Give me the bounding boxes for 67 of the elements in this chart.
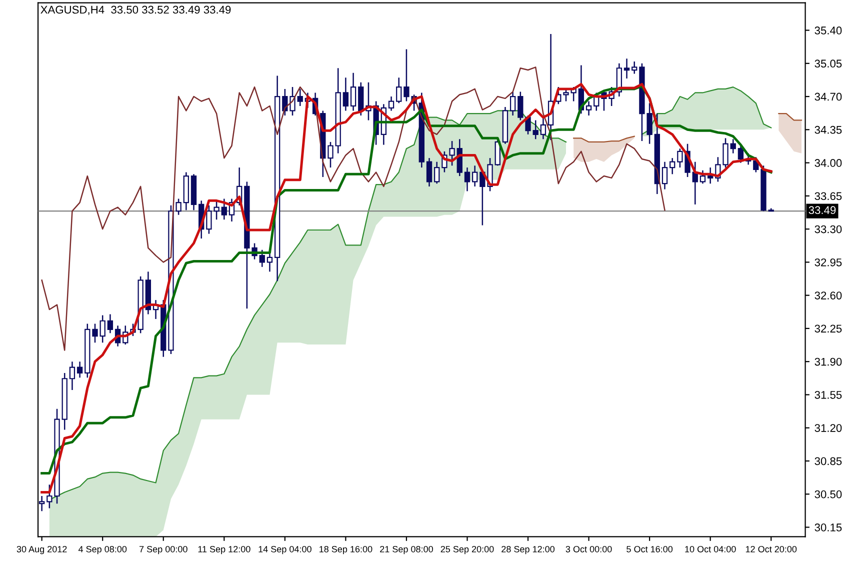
x-tick-label: 7 Sep 00:00 [139, 546, 188, 554]
x-tick-label: 5 Oct 16:00 [626, 546, 673, 552]
y-tick-label: 35.05 [814, 60, 842, 68]
candlestick [510, 91, 516, 116]
candlestick [76, 360, 83, 378]
candlestick [670, 157, 676, 175]
candlestick [176, 198, 182, 216]
y-tick-label: 32.95 [814, 258, 842, 266]
y-tick-label: 34.35 [814, 126, 842, 134]
candlestick [259, 249, 265, 268]
chart-title: XAGUSD,H4 33.50 33.52 33.49 33.49 [40, 6, 231, 15]
candlestick [563, 88, 569, 102]
x-tick-label: 25 Sep 20:00 [440, 546, 494, 554]
candlestick [662, 161, 668, 190]
x-tick-label: 10 Oct 04:00 [685, 546, 736, 552]
candlestick [388, 96, 394, 112]
y-tick-label: 31.90 [814, 358, 842, 366]
x-tick-label: 28 Sep 12:00 [502, 546, 555, 554]
candlestick [730, 138, 736, 154]
x-tick-label: 21 Sep 08:00 [380, 546, 433, 554]
candlestick [540, 116, 546, 140]
candlestick [266, 252, 273, 272]
candlestick [107, 314, 114, 334]
x-tick-label: 14 Sep 04:00 [258, 546, 312, 554]
candlestick [358, 82, 364, 116]
x-tick-label: 3 Oct 00:00 [566, 546, 612, 552]
candlestick [532, 120, 538, 140]
y-tick-label: 34.00 [814, 159, 842, 167]
candlestick [464, 166, 470, 192]
x-tick-label: 12 Oct 20:00 [746, 546, 797, 552]
y-tick-label: 33.65 [814, 192, 842, 200]
x-tick-label: 30 Aug 2012 [16, 546, 67, 554]
y-tick-label: 30.85 [814, 457, 842, 466]
candlestick [624, 58, 630, 80]
candlestick [632, 60, 638, 74]
x-tick-label: 11 Sep 12:00 [198, 546, 250, 554]
candlestick [350, 72, 356, 112]
candlestick [472, 165, 478, 188]
candlestick [328, 141, 334, 168]
candlestick [525, 114, 531, 136]
y-tick-label: 31.55 [814, 390, 842, 399]
y-tick-label: 31.20 [814, 424, 842, 432]
y-tick-label: 34.70 [814, 92, 842, 101]
candlestick [707, 166, 714, 184]
candlestick [342, 76, 349, 112]
x-tick-label: 18 Sep 16:00 [320, 546, 372, 554]
candlestick [297, 88, 303, 107]
candlestick [434, 161, 440, 184]
candlestick [396, 76, 402, 104]
y-tick-label: 30.50 [814, 490, 842, 498]
candlestick [518, 91, 524, 121]
y-tick-label: 32.60 [814, 292, 842, 300]
candlestick [586, 100, 592, 116]
candlestick [700, 170, 706, 184]
candlestick [100, 314, 106, 344]
candlestick [38, 495, 45, 512]
candlestick [92, 323, 98, 344]
x-tick-label: 4 Sep 08:00 [78, 546, 127, 554]
y-tick-label: 33.30 [814, 225, 842, 234]
candlestick [221, 198, 227, 220]
y-tick-label: 32.25 [814, 324, 842, 333]
y-tick-label: 30.15 [814, 524, 842, 532]
candlestick [69, 360, 76, 391]
candlestick [426, 157, 432, 188]
y-tick-label: 35.40 [814, 26, 842, 34]
line-series [41, 66, 666, 351]
ref-line-label: 33.49 [808, 206, 836, 214]
